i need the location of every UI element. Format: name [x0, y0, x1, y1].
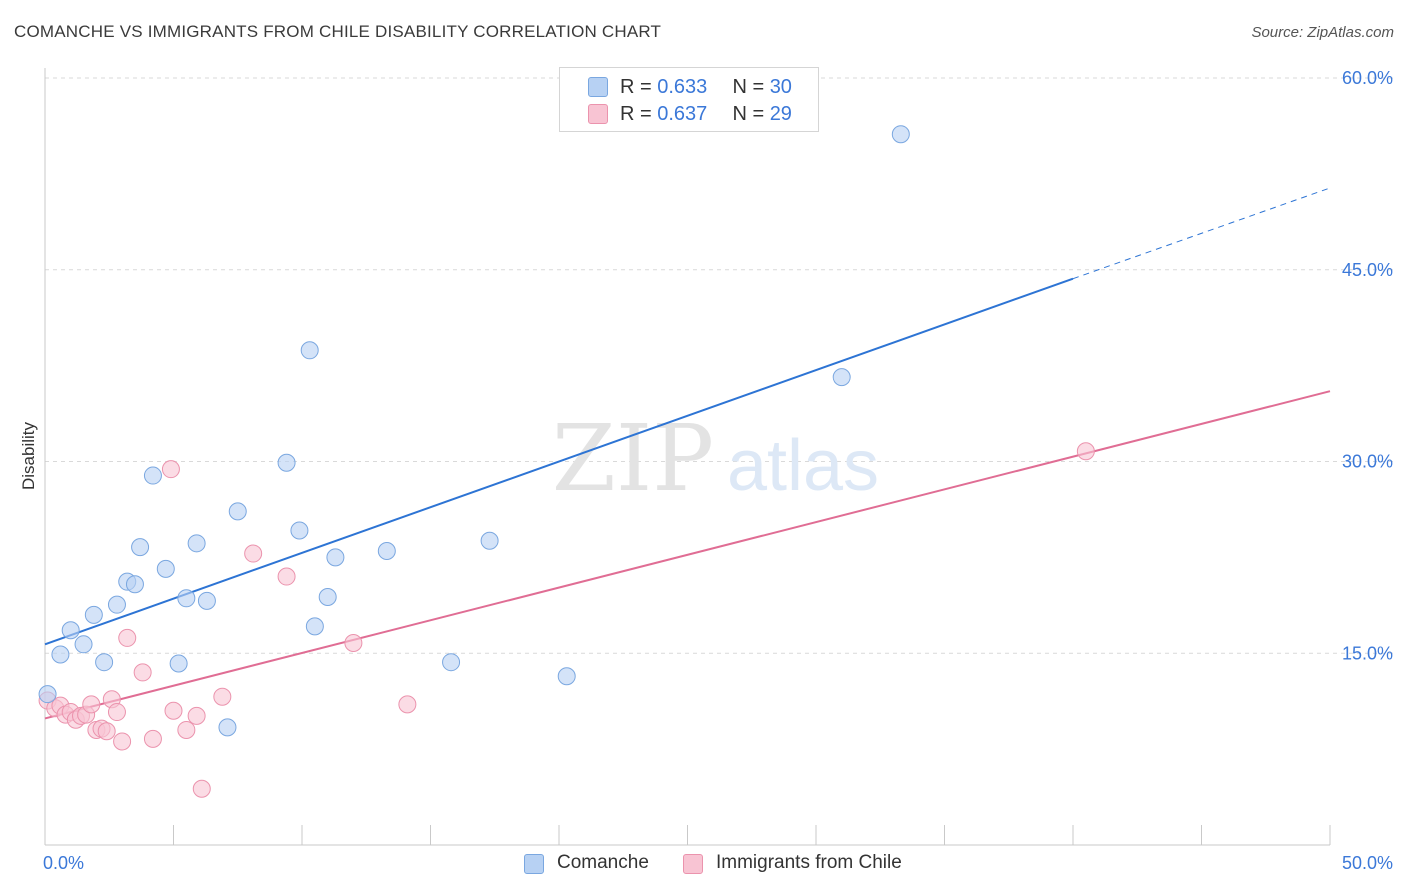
legend-n-label: N =	[732, 103, 770, 125]
data-point-comanche	[51, 645, 70, 664]
data-point-comanche	[61, 621, 80, 640]
tick-labels: 15.0% 30.0% 45.0% 60.0% 0.0% 50.0%	[43, 68, 1393, 873]
data-point-comanche	[107, 595, 126, 614]
bottom-legend-label-chile: Immigrants from Chile	[716, 852, 902, 873]
data-point-chile	[177, 720, 196, 739]
legend-swatch-comanche	[588, 77, 608, 97]
bottom-legend-swatch-comanche	[524, 854, 544, 874]
data-point-comanche	[377, 541, 396, 560]
chart-title: COMANCHE VS IMMIGRANTS FROM CHILE DISABI…	[14, 22, 662, 41]
x-tick-label-max: 50.0%	[1342, 853, 1393, 873]
trend-line-chile	[44, 390, 1331, 720]
data-point-chile	[143, 729, 162, 748]
watermark-atlas: atlas	[727, 426, 879, 506]
y-tick-label: 15.0%	[1342, 643, 1393, 663]
watermark-zip: ZIP	[552, 405, 714, 512]
source-credit: Source: ZipAtlas.com	[1251, 24, 1394, 41]
data-point-chile	[113, 732, 132, 751]
data-point-comanche	[84, 605, 103, 624]
data-point-chile	[82, 695, 101, 714]
data-point-chile	[213, 687, 232, 706]
data-point-chile	[118, 628, 137, 647]
data-point-comanche	[125, 575, 144, 594]
data-point-comanche	[38, 685, 57, 704]
data-point-chile	[97, 722, 116, 741]
data-point-comanche	[277, 453, 296, 472]
data-point-comanche	[557, 667, 576, 686]
data-point-comanche	[300, 341, 319, 360]
legend-r-value: 0.633	[657, 76, 708, 98]
trend-lines	[44, 187, 1331, 720]
data-point-comanche	[290, 521, 309, 540]
data-point-comanche	[177, 589, 196, 608]
data-point-chile	[1076, 442, 1095, 461]
data-point-comanche	[305, 617, 324, 636]
trend-line-comanche-extension	[1072, 187, 1331, 280]
bottom-legend-label-comanche: Comanche	[557, 852, 649, 873]
data-point-comanche	[326, 548, 345, 567]
data-point-comanche	[832, 368, 851, 387]
data-point-chile	[133, 663, 152, 682]
data-point-chile	[277, 567, 296, 586]
data-point-comanche	[156, 559, 175, 578]
y-tick-label: 45.0%	[1342, 260, 1393, 280]
data-point-comanche	[95, 653, 114, 672]
data-point-comanche	[318, 588, 337, 607]
trend-line-comanche	[44, 277, 1074, 646]
data-point-chile	[164, 701, 183, 720]
data-point-comanche	[442, 653, 461, 672]
data-point-comanche	[169, 654, 188, 673]
data-point-comanche	[218, 718, 237, 737]
data-point-comanche	[197, 591, 216, 610]
legend-swatch-chile	[588, 104, 608, 124]
legend-r-label: R =	[620, 103, 658, 125]
legend-n-value: 29	[769, 103, 792, 125]
data-point-chile	[187, 706, 206, 725]
legend-r-label: R =	[620, 76, 658, 98]
data-point-comanche	[74, 635, 93, 654]
legend-n-value: 30	[769, 76, 792, 98]
data-point-chile	[161, 460, 180, 479]
data-point-chile	[192, 779, 211, 798]
data-point-comanche	[131, 538, 150, 557]
x-tick-label-min: 0.0%	[43, 853, 84, 873]
data-point-chile	[344, 634, 363, 653]
data-point-comanche	[891, 125, 910, 144]
data-point-comanche	[480, 531, 499, 550]
y-tick-label: 30.0%	[1342, 452, 1393, 472]
legend-r-value: 0.637	[657, 103, 708, 125]
data-points	[38, 125, 1095, 798]
grid-lines	[45, 77, 1395, 654]
data-point-comanche	[187, 534, 206, 553]
bottom-legend-swatch-chile	[683, 854, 703, 874]
data-point-chile	[107, 703, 126, 722]
data-point-chile	[244, 544, 263, 563]
data-point-comanche	[228, 502, 247, 521]
y-tick-label: 60.0%	[1342, 68, 1393, 88]
legend: R = 0.633 N = 30 R = 0.637 N = 29	[559, 67, 819, 132]
legend-n-label: N =	[732, 76, 770, 98]
data-point-comanche	[143, 466, 162, 485]
data-point-chile	[398, 695, 417, 714]
y-axis-title: Disability	[19, 421, 38, 490]
axes	[44, 68, 1331, 846]
